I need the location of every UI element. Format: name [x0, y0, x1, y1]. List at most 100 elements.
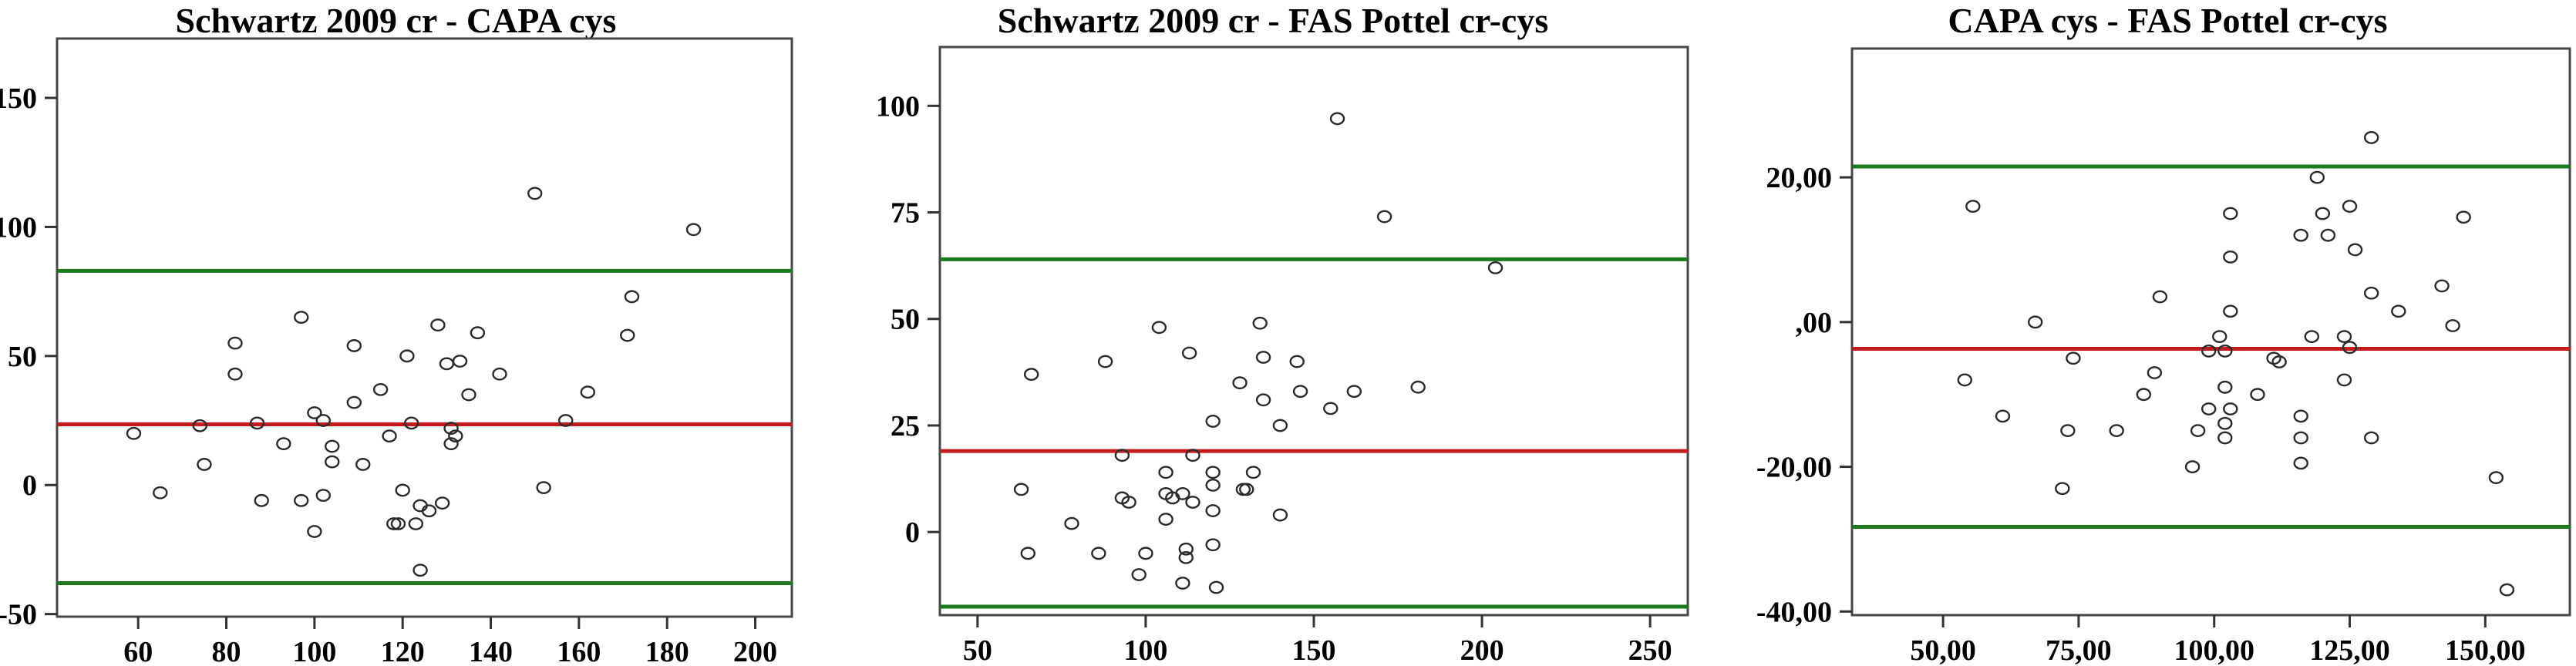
data-point-chart2 [1346, 385, 1362, 399]
data-point-chart3 [2363, 286, 2379, 300]
data-point-chart2 [1255, 393, 1271, 407]
x-tick-label-chart2: 150 [1292, 634, 1336, 666]
data-point-chart2 [1181, 346, 1197, 360]
data-point-chart3 [2363, 131, 2379, 144]
data-point-chart1 [355, 458, 371, 471]
data-point-chart2 [1239, 483, 1254, 496]
data-point-chart3 [2201, 402, 2217, 415]
data-point-chart3 [2223, 402, 2238, 415]
data-point-chart2 [1151, 321, 1167, 335]
x-tick-label-chart1: 140 [469, 636, 513, 666]
data-point-chart2 [1205, 478, 1221, 492]
y-tick-label-chart3: -40,00 [1756, 596, 1832, 628]
data-point-chart3 [2217, 431, 2233, 445]
chart2-title: Schwartz 2009 cr - FAS Pottel cr-cys [997, 1, 1549, 40]
data-point-chart1 [325, 455, 340, 469]
data-point-chart3 [2336, 373, 2352, 387]
data-point-chart1 [386, 517, 402, 530]
y-tick-label-chart3: 20,00 [1766, 162, 1833, 194]
x-tick-label-chart3: 75,00 [2046, 634, 2112, 666]
x-tick-label-chart1: 160 [557, 636, 601, 666]
data-point-chart3 [2060, 424, 2076, 438]
y-tick-label-chart3: -20,00 [1756, 452, 1832, 484]
data-point-chart1 [421, 504, 437, 518]
data-point-chart3 [2027, 315, 2043, 329]
plot-frame-1 [56, 37, 793, 618]
data-point-chart1 [249, 416, 265, 430]
data-point-chart1 [430, 318, 446, 332]
plot-frame-3 [1850, 47, 2571, 617]
data-point-chart2 [1208, 580, 1224, 594]
data-point-chart2 [1175, 487, 1190, 500]
data-point-chart2 [1205, 415, 1221, 428]
data-point-chart1 [412, 563, 428, 577]
x-tick-label-chart1: 80 [212, 636, 241, 666]
data-point-chart1 [126, 426, 142, 440]
chart3-title: CAPA cys - FAS Pottel cr-cys [1948, 1, 2388, 40]
x-tick-label-chart1: 180 [645, 636, 689, 666]
data-point-chart2 [1131, 568, 1147, 581]
x-tick-label-chart1: 100 [292, 636, 336, 666]
data-point-chart3 [2363, 431, 2379, 445]
data-point-chart1 [443, 422, 459, 435]
data-point-chart2 [1252, 316, 1268, 330]
data-point-chart3 [1965, 200, 1981, 214]
data-point-chart1 [461, 388, 476, 402]
data-point-chart2 [1121, 496, 1136, 509]
data-point-chart1 [558, 414, 574, 427]
plot-frame-2 [938, 45, 1689, 617]
data-point-chart3 [2342, 200, 2358, 214]
data-point-chart2 [1205, 466, 1221, 479]
data-point-chart3 [2304, 330, 2319, 344]
data-point-chart3 [2342, 341, 2358, 355]
data-point-chart3 [2250, 388, 2265, 402]
data-point-chart3 [2223, 304, 2238, 318]
data-point-chart3 [2347, 243, 2363, 257]
data-point-chart1 [276, 437, 291, 451]
data-point-chart2 [1487, 261, 1504, 274]
y-tick-label-chart2: 100 [876, 90, 920, 123]
x-tick-label-chart1: 120 [381, 636, 425, 666]
data-point-chart3 [2147, 366, 2163, 379]
data-point-chart3 [2217, 416, 2233, 430]
data-point-chart2 [1158, 513, 1174, 526]
data-point-chart3 [2315, 207, 2331, 220]
data-point-chart2 [1245, 466, 1261, 479]
data-point-chart1 [382, 429, 397, 443]
data-point-chart3 [2488, 471, 2504, 485]
data-point-chart1 [390, 517, 406, 530]
data-point-chart3 [2152, 290, 2168, 304]
x-tick-label-chart2: 50 [963, 634, 992, 666]
chart1-title: Schwartz 2009 cr - CAPA cys [175, 1, 617, 40]
data-point-chart1 [315, 489, 331, 503]
data-point-chart3 [1995, 409, 2011, 423]
data-point-chart1 [536, 481, 551, 494]
data-point-chart2 [1289, 355, 1305, 368]
data-point-chart1 [620, 328, 635, 342]
x-tick-label-chart3: 100,00 [2174, 634, 2254, 666]
y-tick-label-chart1: -50 [0, 599, 37, 631]
data-point-chart1 [315, 414, 331, 427]
x-tick-label-chart1: 200 [733, 636, 777, 666]
data-point-chart3 [2217, 380, 2233, 394]
data-point-chart2 [1138, 547, 1153, 560]
x-tick-label-chart3: 150,00 [2445, 634, 2526, 666]
data-point-chart1 [227, 336, 243, 350]
data-point-chart3 [2293, 409, 2308, 423]
data-point-chart3 [2212, 330, 2227, 344]
y-tick-label-chart1: 150 [0, 82, 37, 115]
data-point-chart1 [307, 525, 322, 538]
data-point-chart3 [2223, 250, 2238, 264]
data-point-chart1 [294, 493, 309, 507]
data-point-chart2 [1114, 449, 1130, 462]
data-point-chart2 [1185, 449, 1200, 462]
data-point-chart3 [2456, 210, 2471, 224]
data-point-chart3 [2445, 319, 2460, 332]
x-tick-label-chart2: 250 [1628, 634, 1672, 666]
data-point-chart2 [1013, 483, 1029, 496]
data-point-chart3 [2066, 352, 2081, 365]
data-point-chart3 [2136, 388, 2152, 402]
x-tick-label-chart3: 125,00 [2309, 634, 2390, 666]
data-point-chart1 [192, 419, 207, 432]
